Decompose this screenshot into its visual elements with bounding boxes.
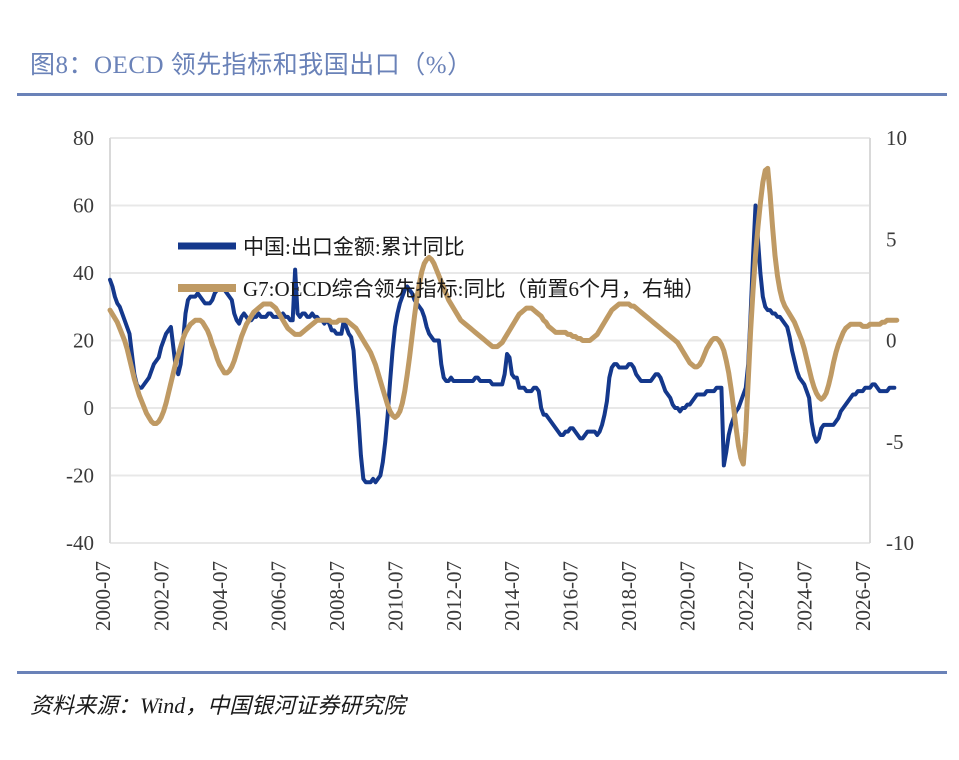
source-note: 资料来源：Wind，中国银河证券研究院 xyxy=(30,693,406,718)
left-tick-label: 80 xyxy=(73,126,94,150)
left-tick-label: -20 xyxy=(66,464,94,488)
x-tick-label: 2024-07 xyxy=(793,561,817,631)
x-tick-label: 2008-07 xyxy=(325,561,349,631)
x-tick-label: 2012-07 xyxy=(442,561,466,631)
source-divider xyxy=(17,671,947,674)
x-tick-label: 2022-07 xyxy=(734,561,758,631)
left-tick-label: -40 xyxy=(66,531,94,555)
series-line-2 xyxy=(107,165,900,467)
chart-plot-area: -40 -20 0 20 40 60 80 -10 -5 0 5 10 2000-07 2002-07… xyxy=(0,100,959,660)
right-tick-label: -10 xyxy=(886,531,914,555)
left-tick-label: 60 xyxy=(73,194,94,218)
x-tick-label: 2000-07 xyxy=(91,561,115,631)
x-tick-label: 2026-07 xyxy=(851,561,875,631)
gridlines-group xyxy=(110,137,870,544)
x-tick-label: 2016-07 xyxy=(559,561,583,631)
axes-group xyxy=(109,138,871,543)
x-tick-label: 2014-07 xyxy=(500,561,524,631)
left-tick-label: 20 xyxy=(73,329,94,353)
right-tick-label: 0 xyxy=(886,329,897,353)
right-axis-tick-labels: -10 -5 0 5 10 xyxy=(886,126,914,555)
chart-legend: 中国:出口金额:累计同比 G7:OECD综合领先指标:同比（前置6个月，右轴） xyxy=(178,235,705,301)
title-divider xyxy=(17,93,947,96)
line-chart: -40 -20 0 20 40 60 80 -10 -5 0 5 10 2000-07 2002-07… xyxy=(66,126,914,631)
right-tick-label: 10 xyxy=(886,126,907,150)
left-axis-tick-labels: -40 -20 0 20 40 60 80 xyxy=(66,126,94,555)
x-tick-label: 2020-07 xyxy=(676,561,700,631)
x-tick-label: 2018-07 xyxy=(617,561,641,631)
data-series-group xyxy=(107,165,900,485)
x-tick-label: 2006-07 xyxy=(266,561,290,631)
left-tick-label: 0 xyxy=(84,396,95,420)
legend-label-1: 中国:出口金额:累计同比 xyxy=(243,235,465,259)
page-title: 图8：OECD 领先指标和我国出口（%） xyxy=(30,52,473,79)
x-tick-label: 2004-07 xyxy=(208,561,232,631)
left-tick-label: 40 xyxy=(73,261,94,285)
legend-label-2: G7:OECD综合领先指标:同比（前置6个月，右轴） xyxy=(243,277,705,301)
x-axis-tick-labels: 2000-07 2002-07 2004-07 2006-07 2008-07 2010-… xyxy=(91,561,875,631)
series-line-1 xyxy=(108,203,897,485)
right-tick-label: 5 xyxy=(886,227,897,251)
right-tick-label: -5 xyxy=(886,430,904,454)
x-tick-label: 2002-07 xyxy=(149,561,173,631)
x-tick-label: 2010-07 xyxy=(383,561,407,631)
